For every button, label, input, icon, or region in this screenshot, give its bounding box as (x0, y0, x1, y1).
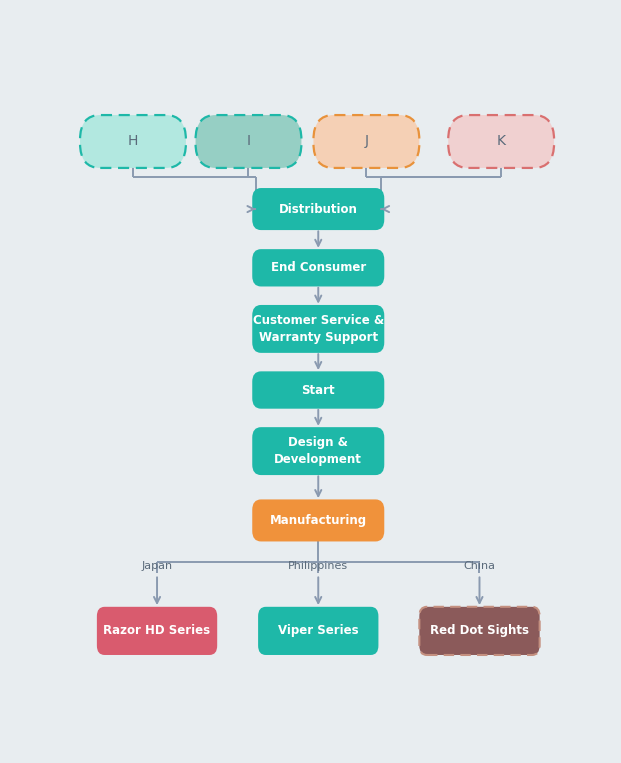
Text: K: K (497, 134, 505, 149)
Text: J: J (365, 134, 368, 149)
FancyBboxPatch shape (253, 428, 383, 474)
Text: Razor HD Series: Razor HD Series (104, 624, 211, 637)
Text: Manufacturing: Manufacturing (270, 514, 367, 527)
FancyBboxPatch shape (253, 306, 383, 352)
Text: Philippines: Philippines (288, 561, 348, 571)
Text: Viper Series: Viper Series (278, 624, 358, 637)
FancyBboxPatch shape (253, 250, 383, 285)
FancyBboxPatch shape (253, 372, 383, 407)
FancyBboxPatch shape (253, 501, 383, 540)
FancyBboxPatch shape (258, 607, 378, 655)
FancyBboxPatch shape (80, 115, 186, 168)
Text: I: I (247, 134, 250, 149)
Text: Distribution: Distribution (279, 202, 358, 216)
Text: Customer Service &
Warranty Support: Customer Service & Warranty Support (253, 314, 384, 344)
FancyBboxPatch shape (196, 115, 301, 168)
Text: Start: Start (301, 384, 335, 397)
FancyBboxPatch shape (448, 115, 554, 168)
Text: End Consumer: End Consumer (271, 261, 366, 275)
FancyBboxPatch shape (419, 607, 540, 655)
Text: Design &
Development: Design & Development (274, 436, 362, 466)
Text: China: China (463, 561, 496, 571)
FancyBboxPatch shape (314, 115, 419, 168)
Text: Japan: Japan (142, 561, 173, 571)
FancyBboxPatch shape (253, 189, 383, 229)
FancyBboxPatch shape (97, 607, 217, 655)
Text: Red Dot Sights: Red Dot Sights (430, 624, 529, 637)
Text: H: H (128, 134, 138, 149)
